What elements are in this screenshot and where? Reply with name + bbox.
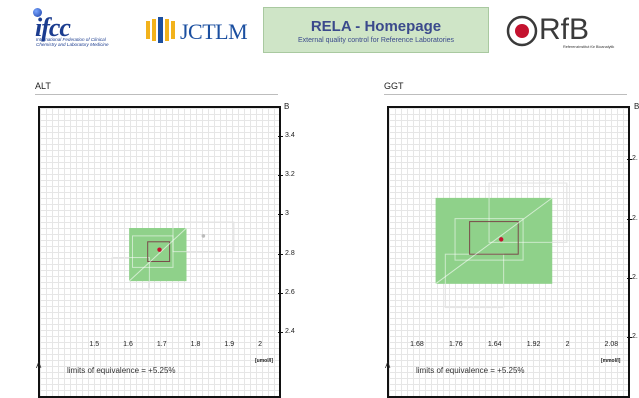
panel-title-ggt: GGT — [384, 81, 404, 91]
rfb-subtitle: Referenzinstitut für Bioanalytik — [563, 45, 615, 49]
alt-plot — [38, 106, 281, 398]
prior-result-box-overlay — [111, 257, 150, 290]
x-tick-label: 1.76 — [449, 341, 463, 348]
jctlm-wordmark: JCTLM — [180, 19, 248, 44]
y-tick-label: 2. — [632, 273, 638, 281]
prior-result-box-overlay — [132, 235, 174, 268]
y-tick-label: 3 — [285, 210, 289, 218]
prior-point — [201, 234, 206, 238]
unit-label: [umol/l] — [255, 358, 274, 364]
y-tick-mark — [627, 337, 632, 339]
y-tick-mark — [278, 292, 283, 294]
x-tick-label: 2 — [258, 341, 263, 348]
y-tick-label: 2.8 — [285, 249, 295, 257]
rela-subtitle: External quality control for Reference L… — [297, 37, 455, 44]
y-tick-label: 3.4 — [285, 131, 295, 139]
identity-line — [435, 197, 553, 285]
ifcc-logo[interactable]: ifcc International Federation of Clinica… — [33, 8, 125, 52]
x-tick-label: 1.92 — [526, 341, 541, 348]
x-tick-label: 1.64 — [487, 341, 502, 348]
rfb-wordmark: RfB — [539, 13, 590, 46]
x-tick-label: 1.7 — [156, 341, 167, 348]
target-box — [147, 241, 171, 262]
axis-b-label: B — [634, 102, 639, 111]
panel-divider — [384, 94, 627, 95]
y-tick-mark — [278, 135, 283, 137]
x-tick-label: 1.6 — [123, 341, 133, 348]
ggt-plot — [387, 106, 630, 398]
x-tick-label: 1.68 — [410, 341, 424, 348]
rela-title: RELA - Homepage — [310, 18, 442, 35]
axis-a-label: A — [385, 361, 391, 370]
x-tick-label: 2.08 — [604, 341, 619, 348]
panel-title-alt: ALT — [35, 81, 51, 91]
y-tick-label: 2. — [632, 155, 638, 163]
rela-homepage-banner[interactable]: RELA - Homepage External quality control… — [263, 7, 489, 53]
y-tick-mark — [278, 253, 283, 255]
y-tick-label: 2.6 — [285, 288, 295, 296]
ifcc-wordmark: ifcc — [35, 13, 71, 42]
x-tick-label: 1.5 — [89, 341, 100, 348]
prior-result-box-overlay — [454, 218, 524, 261]
y-tick-label: 2. — [632, 333, 638, 341]
chart-canvas — [435, 182, 568, 309]
prior-result-box-overlay — [488, 182, 568, 243]
x-tick-label: 2 — [565, 341, 570, 348]
y-tick-mark — [627, 218, 632, 220]
y-tick-mark — [278, 332, 283, 334]
y-tick-mark — [627, 159, 632, 161]
y-tick-label: 2. — [632, 214, 638, 222]
globe-icon — [33, 8, 42, 17]
target-box — [469, 221, 519, 255]
rfb-emblem-icon — [506, 15, 538, 47]
equivalence-limits-text: limits of equivalence = +5.25% — [416, 366, 525, 375]
jctlm-emblem-icon — [146, 17, 175, 43]
y-tick-label: 2.4 — [285, 328, 295, 336]
axis-b-label: B — [284, 102, 290, 111]
y-tick-mark — [278, 214, 283, 216]
unit-label: [mmol/l] — [601, 358, 621, 364]
rfb-logo[interactable]: RfB Referenzinstitut für Bioanalytik — [503, 10, 639, 54]
x-tick-label: 1.9 — [224, 341, 235, 348]
equivalence-limits-text: limits of equivalence = +5.25% — [67, 366, 176, 375]
jctlm-logo[interactable]: JCTLM — [146, 12, 256, 46]
chart-canvas — [111, 221, 235, 290]
axis-a-label: A — [36, 361, 42, 370]
result-point — [499, 237, 504, 242]
y-tick-mark — [278, 174, 283, 176]
y-tick-mark — [627, 277, 632, 279]
panel-divider — [35, 94, 278, 95]
ifcc-subtitle: International Federation of Clinical Che… — [36, 37, 109, 47]
result-point — [157, 247, 162, 252]
y-tick-label: 3.2 — [285, 170, 295, 178]
identity-line — [128, 227, 187, 282]
x-tick-label: 1.8 — [190, 341, 201, 348]
